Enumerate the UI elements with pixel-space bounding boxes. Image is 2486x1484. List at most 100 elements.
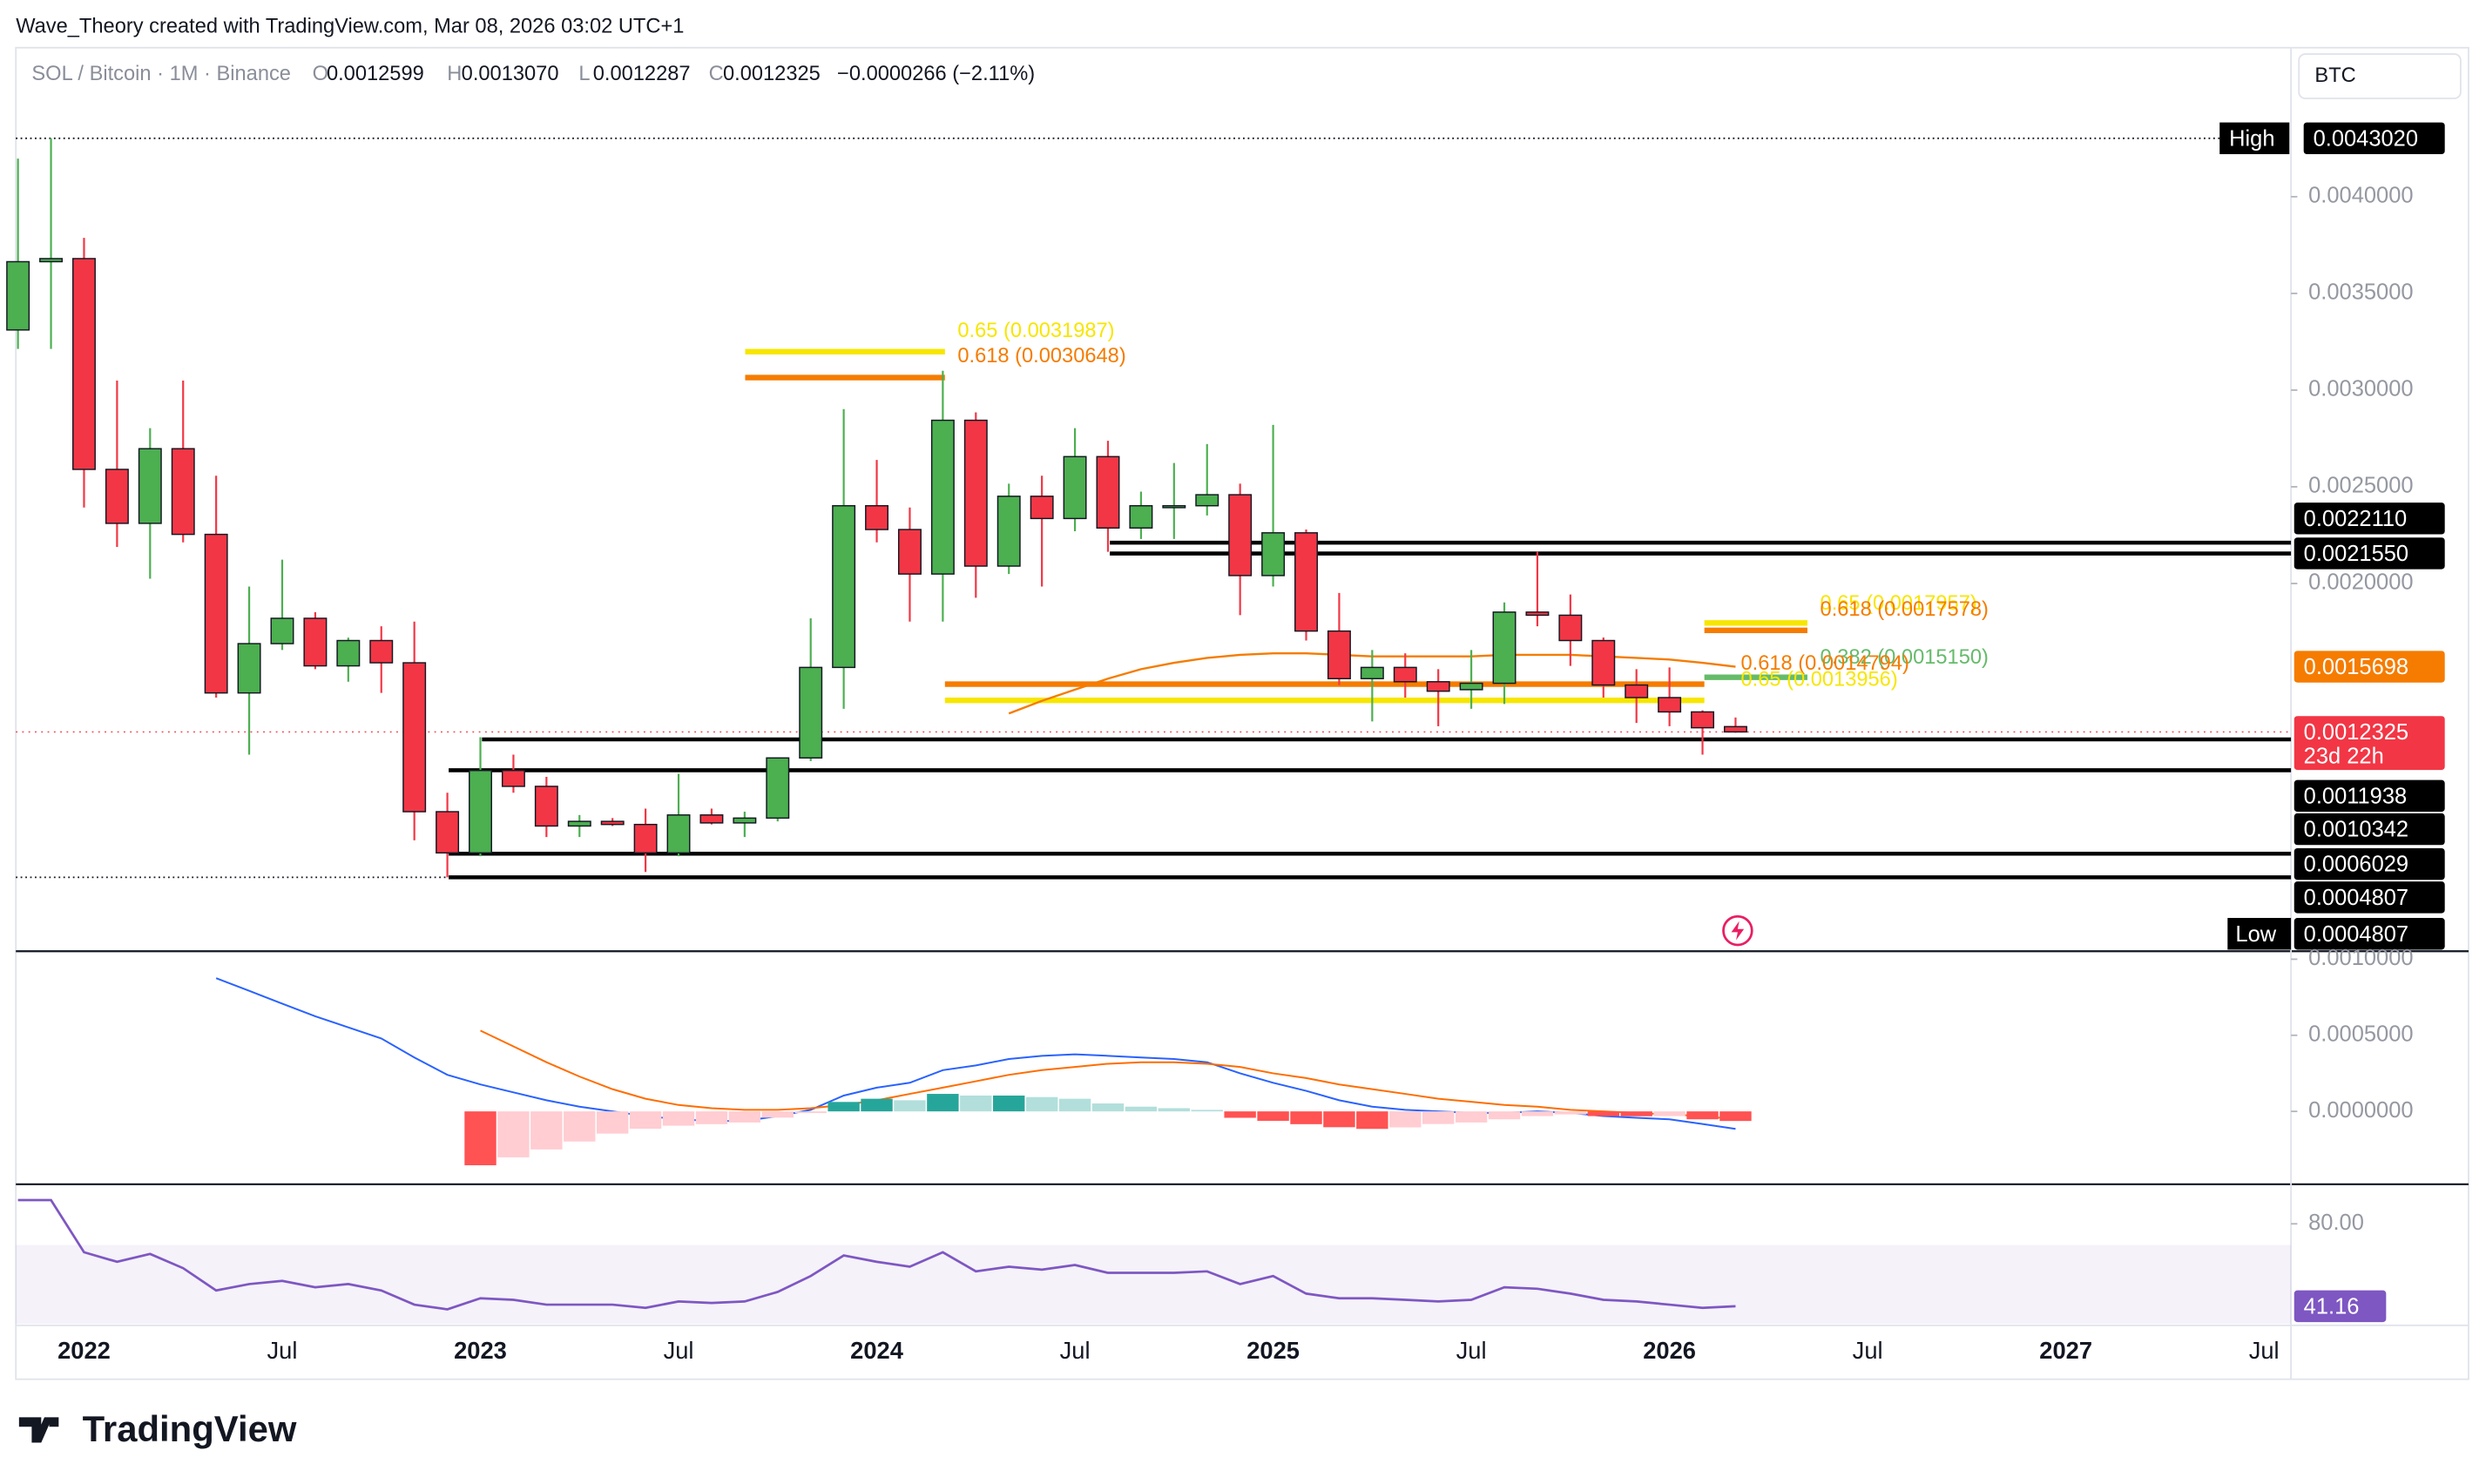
candle-body <box>996 496 1021 567</box>
currency[interactable]: BTC <box>2314 64 2355 87</box>
ohlc-key: L <box>578 63 590 85</box>
candle-body <box>633 823 658 854</box>
histogram-bar <box>1521 1111 1554 1116</box>
logo: TradingView <box>18 1408 297 1449</box>
fib-label: 0.65 (0.0017957) <box>1821 592 1977 615</box>
candle-body <box>1591 639 1616 686</box>
candle-body <box>303 617 328 667</box>
candle-body <box>237 643 261 694</box>
low-label: 0.0004807 <box>2304 922 2408 947</box>
low-name: Low <box>2235 922 2276 947</box>
y-tick-label: 0.0005000 <box>2308 1022 2413 1047</box>
ohlc-value: 0.0012325 <box>723 63 821 85</box>
ma-label-box <box>2293 651 2445 683</box>
histogram-bar <box>1554 1111 1587 1115</box>
histogram-bar <box>1389 1111 1422 1128</box>
histogram-bar <box>1422 1111 1455 1124</box>
attribution: Wave_Theory created with TradingView.com… <box>16 15 684 37</box>
fib-label: 0.65 (0.0031987) <box>957 320 1114 342</box>
level-label: 0.0006029 <box>2304 853 2408 877</box>
logo-mark <box>18 1417 59 1443</box>
logo-text: TradingView <box>83 1408 297 1449</box>
high-label-box <box>2303 122 2445 155</box>
fib-label: 0.618 (0.0014794) <box>1741 652 1909 675</box>
x-tick-label: 2025 <box>1246 1337 1300 1364</box>
histogram-bar <box>497 1111 530 1157</box>
candle-body <box>930 419 955 575</box>
histogram-bar <box>861 1098 893 1112</box>
histogram-bar <box>993 1095 1025 1112</box>
change: −0.0000266 (−2.11%) <box>837 63 1035 85</box>
histogram-bar <box>564 1111 596 1142</box>
candle-body <box>733 817 757 824</box>
histogram-bar <box>1323 1111 1355 1128</box>
candle-body <box>1393 666 1417 683</box>
low-name-box <box>2227 918 2292 950</box>
x-tick-label: Jul <box>1060 1337 1091 1364</box>
histogram-bar <box>1191 1110 1223 1112</box>
currency-box[interactable] <box>2298 53 2462 99</box>
rsi-band <box>16 1245 2292 1324</box>
candle-body <box>1129 504 1153 529</box>
histogram-bar <box>761 1111 794 1118</box>
histogram-bar <box>1719 1111 1752 1122</box>
candle-body <box>832 504 856 669</box>
fib-label: 0.618 (0.0030648) <box>957 345 1125 368</box>
candle-body <box>1492 611 1517 685</box>
candle-body <box>666 814 691 854</box>
level-label: 0.0022110 <box>2304 507 2408 531</box>
histogram-bar <box>927 1094 959 1112</box>
level-label-box <box>2293 847 2445 880</box>
histogram-bar <box>1356 1111 1388 1130</box>
candle-body <box>402 662 427 813</box>
candle-body <box>699 814 724 824</box>
x-tick-label: 2022 <box>57 1337 111 1364</box>
histogram-bar <box>1653 1111 1685 1116</box>
histogram-bar <box>828 1102 860 1112</box>
rsi-label: 41.16 <box>2304 1294 2360 1319</box>
histogram-bar <box>530 1111 563 1150</box>
histogram-bar <box>1158 1108 1191 1112</box>
candle-body <box>897 529 922 575</box>
candle-body <box>270 617 294 644</box>
histogram-bar <box>1257 1111 1289 1121</box>
candle-body <box>71 258 96 470</box>
x-tick-label: Jul <box>267 1337 298 1364</box>
y-tick-label: 0.0010000 <box>2308 946 2413 970</box>
x-tick-label: 2024 <box>850 1337 904 1364</box>
candle-body <box>766 757 790 820</box>
candle-body <box>1658 697 1682 713</box>
candle-body <box>1162 504 1186 509</box>
candle-body <box>1294 532 1318 632</box>
countdown: 23d 22h <box>2304 744 2384 768</box>
candle-body <box>1723 725 1747 733</box>
fib-label: 0.65 (0.0013956) <box>1741 668 1898 691</box>
last-price: 0.0012325 <box>2304 720 2408 745</box>
y-tick-label: 0.0035000 <box>2308 280 2413 305</box>
candle-body <box>865 504 889 530</box>
y-tick-label: 0.0030000 <box>2308 377 2413 401</box>
rsi-label-box <box>2293 1290 2387 1323</box>
y-tick-label: 0.0020000 <box>2308 570 2413 595</box>
histogram-bar <box>1025 1096 1058 1112</box>
histogram-bar <box>960 1095 992 1112</box>
ohlc-key: O <box>313 63 328 85</box>
level-label: 0.0011938 <box>2304 784 2408 808</box>
candle-body <box>1691 711 1715 729</box>
histogram-bar <box>629 1111 662 1130</box>
chart-frame <box>15 46 2469 1380</box>
histogram-bar <box>662 1111 695 1126</box>
histogram-bar <box>1091 1103 1125 1112</box>
ohlc-value: 0.0012287 <box>593 63 691 85</box>
candle-body <box>1625 684 1649 698</box>
candle-body <box>1327 630 1351 679</box>
x-tick-label: Jul <box>1853 1337 1883 1364</box>
candle-body <box>204 533 228 694</box>
candle-body <box>1030 496 1054 520</box>
candle-body <box>1063 455 1087 520</box>
candle-body <box>1228 494 1253 577</box>
histogram-bar <box>1224 1111 1256 1118</box>
candle-body <box>469 769 492 854</box>
histogram-bar <box>695 1111 728 1124</box>
high-name: High <box>2229 126 2274 151</box>
